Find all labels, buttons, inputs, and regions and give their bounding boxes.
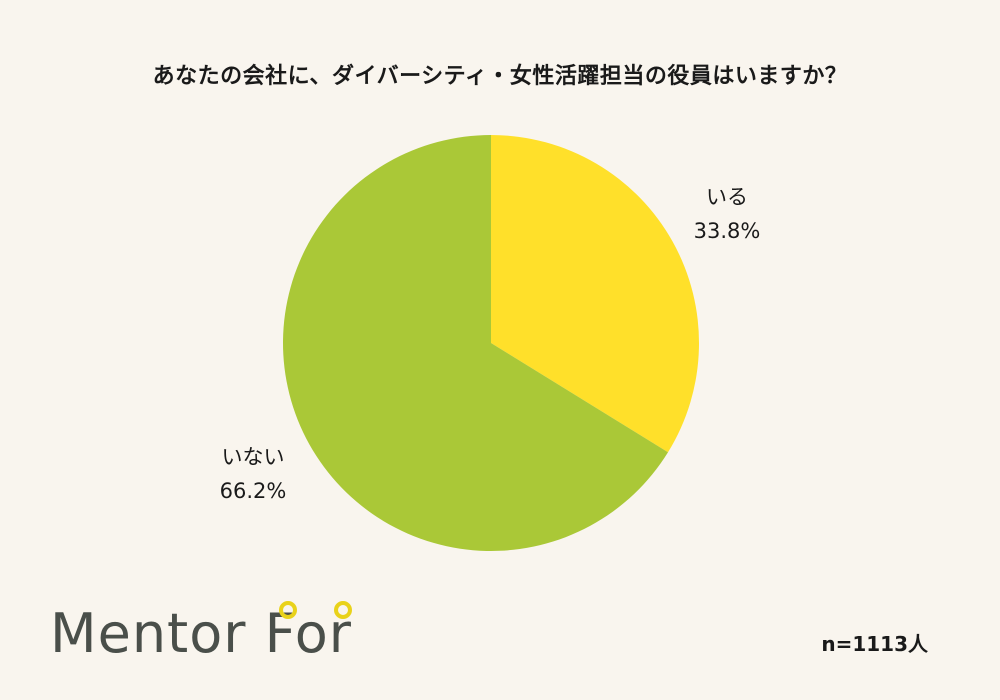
logo-accent-ring [279,601,297,619]
chart-title: あなたの会社に、ダイバーシティ・女性活躍担当の役員はいますか？ [152,64,848,89]
slice-label-iru: いる 33.8% [672,180,782,248]
slice-category-iru: いる [706,185,748,209]
logo-wordmark: Mentor For [50,602,352,665]
slice-category-inai: いない [221,445,285,469]
logo-accent-ring [334,601,352,619]
pie-slice-iru [491,135,699,453]
slice-label-inai: いない 66.2% [198,440,308,508]
pie-slice-inai [282,135,669,551]
mentor-for-logo: Mentor For [50,601,352,665]
sample-size: n=1113人 [821,632,928,656]
slice-value-inai: 66.2% [219,479,287,503]
slice-value-iru: 33.8% [693,219,761,243]
